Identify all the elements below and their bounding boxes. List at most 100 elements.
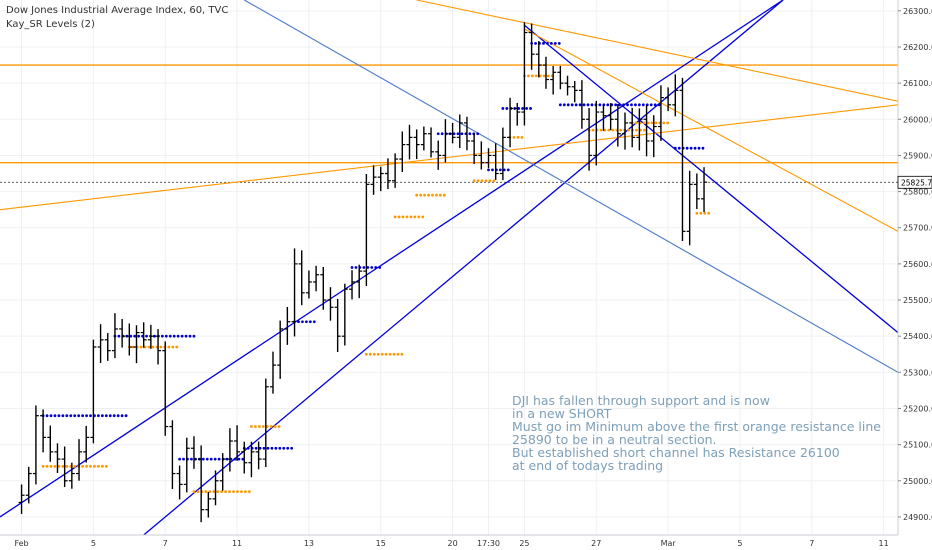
resistance-dot [654,121,658,125]
time-tick-label: Feb [14,539,28,548]
support-dot [693,146,697,150]
resistance-dot [175,345,179,349]
resistance-dot [546,74,550,78]
resistance-dot [611,128,615,132]
price-tick-label: 25300.0 [903,368,932,377]
support-dot [440,132,444,136]
ohlc-bar [528,23,535,70]
support-dot [278,446,282,450]
resistance-dot [435,193,438,197]
ohlc-bar [629,107,636,148]
ohlc-bar [133,325,140,364]
ohlc-bar [600,105,607,131]
ohlc-bar [305,270,312,299]
support-dot [120,414,124,418]
ohlc-bar [341,283,348,346]
ohlc-bar [557,65,564,90]
ohlc-bar [269,351,276,394]
chart-title: Dow Jones Industrial Average Index, 60, … [6,5,228,16]
ohlc-bar [701,167,708,213]
ohlc-bar [183,437,190,493]
support-dot [153,334,156,338]
resistance-dot [707,211,711,215]
support-dot [618,103,622,107]
ohlc-bar [169,420,176,490]
resistance-dot [143,345,147,349]
support-dot [354,266,358,269]
ohlc-bar [104,333,111,361]
resistance-dot [380,352,384,356]
support-dot [312,320,316,324]
support-dot [190,457,193,461]
ohlc-bar [234,425,241,461]
support-dot [653,103,657,107]
time-axis: Feb 5 7 11 13 15 20 17:30 25 27 Mar 5 7 11 [0,534,898,548]
support-dot [53,414,57,418]
ohlc-bar [155,329,162,365]
ohlc-bar [614,104,621,147]
price-tick-label: 25400.0 [903,332,932,341]
resistance-dot [73,464,77,468]
ohlc-bar [607,103,614,131]
resistance-dot [261,425,265,428]
support-dot [164,334,168,338]
resistance-dot [392,352,396,356]
ohlc-bar [83,425,90,463]
time-tick-label: 5 [737,539,742,548]
support-dot [65,414,69,418]
price-tag-box [897,175,932,189]
ohlc-bar [449,122,456,144]
channel-upper-line [0,0,784,518]
support-dot [308,320,312,324]
support-dot [582,103,586,107]
support-dot [626,103,629,107]
resistance-dot [542,74,546,78]
support-dot [209,457,213,461]
support-dot [578,103,582,107]
resistance-dot [526,74,530,78]
resistance-dot [401,215,405,219]
support-dot [542,41,545,45]
ohlc-bar [298,250,305,306]
resistance-dot [85,464,88,468]
channel-lower-line [143,0,784,536]
ohlc-bar [657,85,664,141]
note-line-4: 25890 to be in a neutral section. [512,432,717,447]
resistance-dot [167,345,171,349]
ohlc-bar [643,105,650,157]
support-dot [606,103,610,107]
time-tick-label: 17:30 [477,539,500,548]
resistance-dot [247,490,251,494]
support-dot [350,266,354,269]
price-tick-label: 25800.0 [903,188,932,197]
ohlc-bar [334,298,341,352]
resistance-dot [397,215,401,219]
ohlc-bar [190,436,197,469]
resistance-dot [413,215,417,219]
resistance-dot [666,121,670,125]
price-axis: 24900.0 25000.0 25100.0 25200.0 25300.0 25400… [897,0,932,535]
support-dot [100,414,104,418]
support-dot [297,320,300,324]
ohlc-bar [111,313,118,359]
ohlc-bar [499,127,506,181]
resistance-dot [97,464,100,468]
time-tick-label: 11 [232,539,242,548]
price-tick-label: 26000.0 [903,115,932,124]
resistance-dot [49,464,53,468]
support-dot [498,168,502,172]
support-dot [117,334,121,338]
ohlc-bar [126,323,133,356]
falling-resistance-line [416,0,899,102]
sr-level-dots [41,41,711,494]
resistance-dot [431,193,434,197]
resistance-dot [405,215,409,219]
support-dot [201,457,205,461]
resistance-dot [703,211,707,215]
support-dot [505,107,509,110]
resistance-dot [57,464,61,468]
ohlc-bar [147,324,154,349]
ohlc-bar [68,462,75,489]
support-dot [192,334,196,338]
